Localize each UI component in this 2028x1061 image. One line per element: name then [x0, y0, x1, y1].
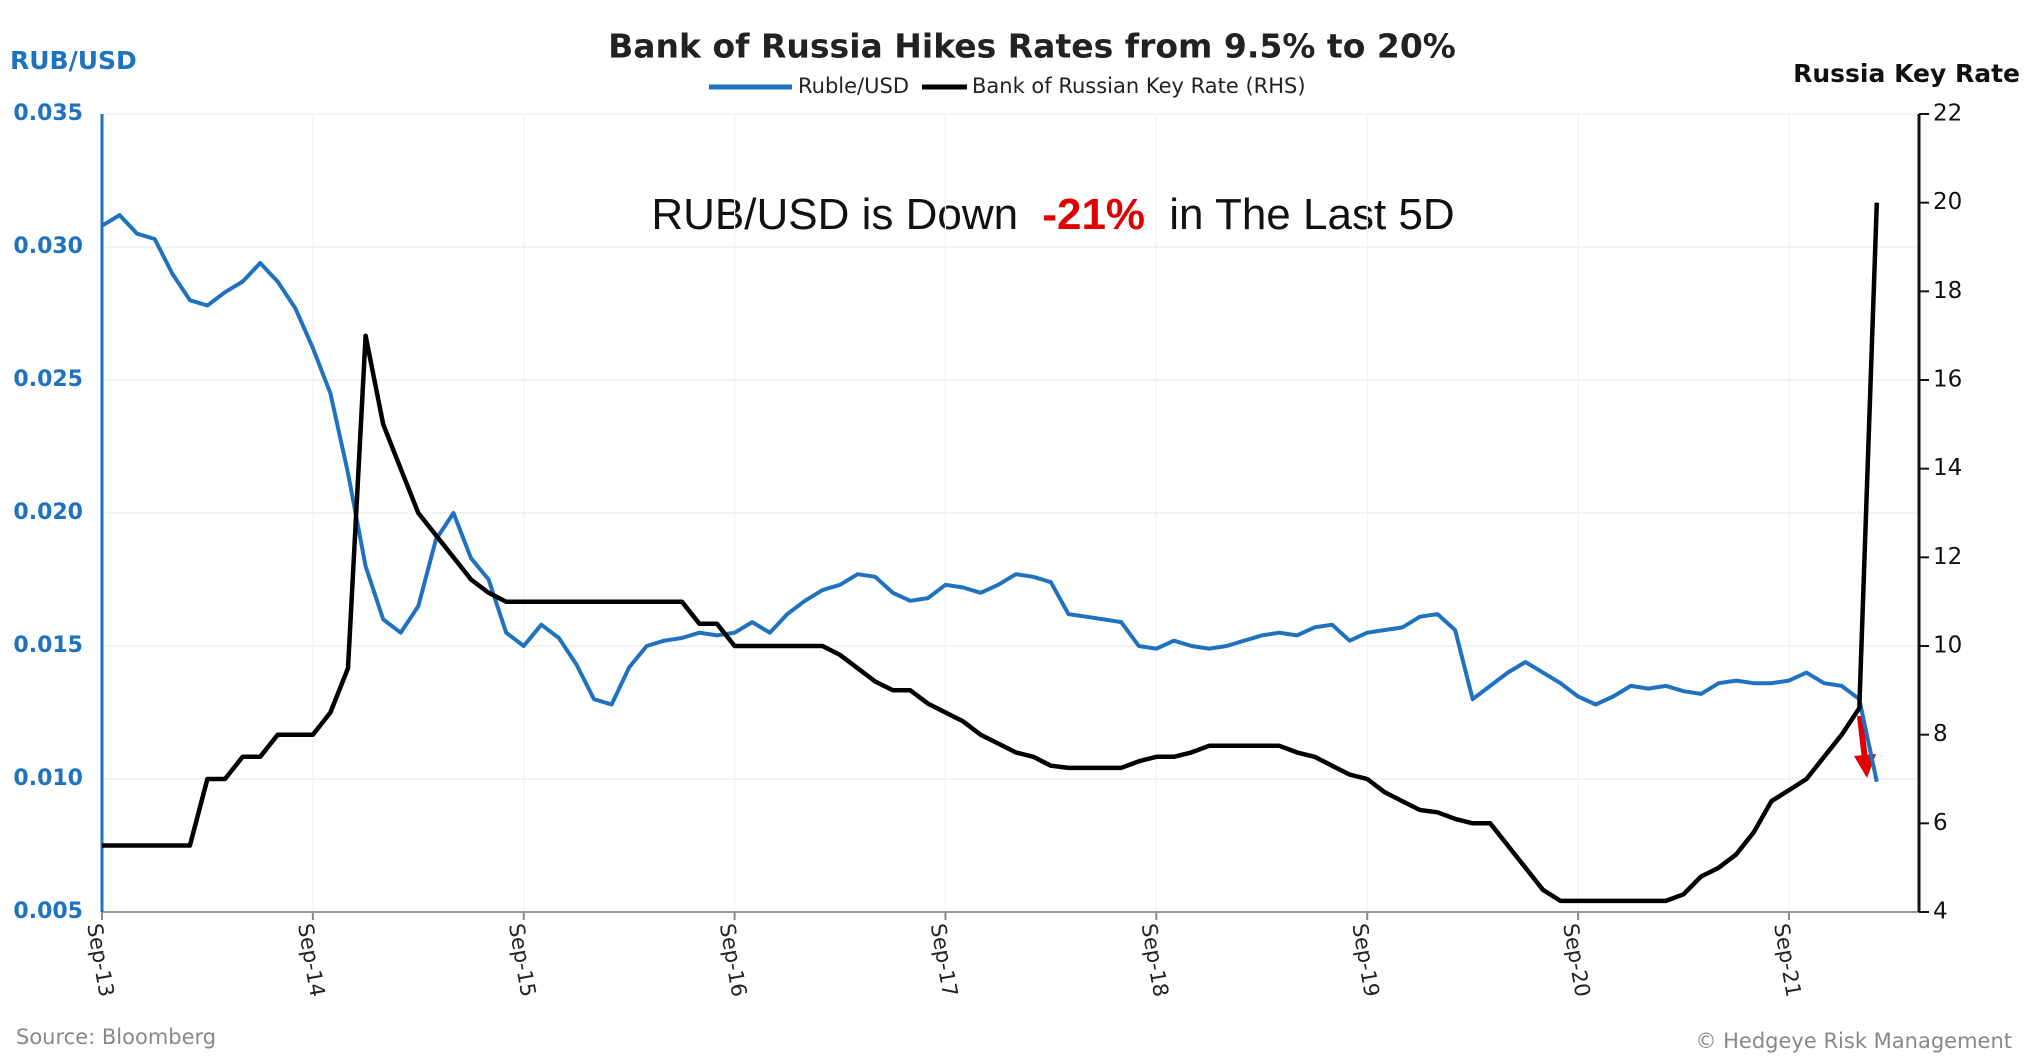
y2-tick-label: 18 — [1933, 278, 1962, 304]
y2-tick-label: 12 — [1933, 544, 1962, 570]
y2-axis-title: Russia Key Rate — [1793, 59, 2020, 88]
annotation-text: in The Last 5D — [1169, 190, 1454, 239]
source: Source: Bloomberg — [16, 1025, 216, 1049]
y2-tick-label: 8 — [1933, 721, 1948, 747]
y-tick-label: 0.030 — [13, 234, 83, 259]
y2-tick-label: 14 — [1933, 455, 1962, 481]
y-tick-label: 0.005 — [13, 899, 83, 924]
y-tick-label: 0.020 — [13, 500, 83, 525]
y2-tick-label: 10 — [1933, 633, 1962, 659]
y2-tick-label: 16 — [1933, 367, 1962, 393]
annotation-text: RUB/USD is Down — [651, 190, 1018, 239]
annotation-highlight: -21% — [1042, 190, 1145, 239]
credit: © Hedgeye Risk Management — [1695, 1029, 2012, 1053]
series-line — [100, 213, 1879, 783]
y-tick-label: 0.025 — [13, 367, 83, 392]
chart-title: Bank of Russia Hikes Rates from 9.5% to … — [608, 27, 1456, 66]
annotation: RUB/USD is Down -21% in The Last 5D — [651, 190, 1454, 239]
y2-tick-label: 4 — [1933, 899, 1948, 925]
legend-label: Bank of Russian Key Rate (RHS) — [972, 74, 1306, 98]
arrow-shaft — [1857, 715, 1868, 761]
legend-label: Ruble/USD — [798, 74, 909, 98]
y2-tick-label: 22 — [1933, 101, 1962, 127]
y2-tick-label: 20 — [1933, 189, 1962, 215]
series-line — [102, 202, 1880, 904]
y-tick-label: 0.035 — [13, 101, 83, 126]
y-axis-title: RUB/USD — [10, 46, 137, 75]
y-tick-label: 0.015 — [13, 633, 83, 658]
y-tick-label: 0.010 — [13, 766, 83, 791]
y2-tick-label: 6 — [1933, 810, 1948, 836]
